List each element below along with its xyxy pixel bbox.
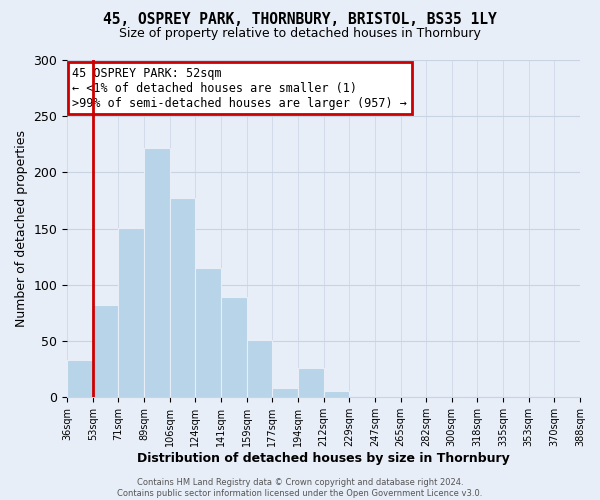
Bar — [298, 368, 323, 398]
Bar — [144, 148, 170, 398]
Bar — [67, 360, 93, 398]
Bar — [272, 388, 298, 398]
Bar — [170, 198, 196, 398]
Bar — [93, 305, 118, 398]
Bar — [196, 268, 221, 398]
Bar — [375, 396, 401, 398]
X-axis label: Distribution of detached houses by size in Thornbury: Distribution of detached houses by size … — [137, 452, 510, 465]
Text: Contains HM Land Registry data © Crown copyright and database right 2024.
Contai: Contains HM Land Registry data © Crown c… — [118, 478, 482, 498]
Bar — [118, 228, 144, 398]
Text: 45 OSPREY PARK: 52sqm
← <1% of detached houses are smaller (1)
>99% of semi-deta: 45 OSPREY PARK: 52sqm ← <1% of detached … — [72, 66, 407, 110]
Text: 45, OSPREY PARK, THORNBURY, BRISTOL, BS35 1LY: 45, OSPREY PARK, THORNBURY, BRISTOL, BS3… — [103, 12, 497, 28]
Text: Size of property relative to detached houses in Thornbury: Size of property relative to detached ho… — [119, 28, 481, 40]
Y-axis label: Number of detached properties: Number of detached properties — [15, 130, 28, 327]
Bar — [221, 298, 247, 398]
Bar — [323, 390, 349, 398]
Bar — [247, 340, 272, 398]
Bar — [554, 396, 580, 398]
